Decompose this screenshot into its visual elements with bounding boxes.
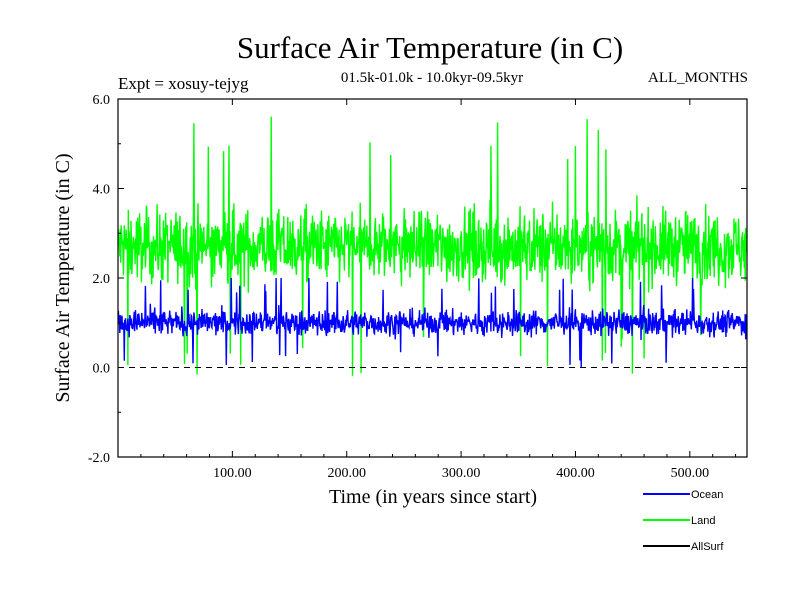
y-tick-label: 4.0 [93,183,111,198]
legend-label-land: Land [691,515,715,527]
x-tick-label: 300.00 [442,466,481,481]
y-tick-label: 0.0 [93,362,111,377]
y-tick-label: 2.0 [93,272,111,287]
legend-label-ocean: Ocean [691,489,723,501]
x-tick-label: 200.00 [327,466,366,481]
legend-label-allsurf: AllSurf [691,541,724,553]
x-tick-label: 400.00 [556,466,595,481]
y-tick-label: -2.0 [88,451,110,466]
legend: Ocean Land AllSurf [643,489,724,553]
x-tick-label: 500.00 [671,466,710,481]
x-tick-label: 100.00 [213,466,252,481]
series-line-ocean [118,277,747,368]
x-axis-label: Time (in years since start) [329,486,537,508]
series-line-land [118,116,747,376]
chart-subtitle-center: 01.5k-01.0k - 10.0kyr-09.5kyr [341,70,523,86]
chart-subtitle-left: Expt = xosuy-tejyg [118,74,249,93]
y-axis-label: Surface Air Temperature (in C) [52,153,74,402]
chart-title: Surface Air Temperature (in C) [237,30,623,65]
y-tick-label: 6.0 [93,93,111,108]
chart-subtitle-right: ALL_MONTHS [648,70,748,86]
